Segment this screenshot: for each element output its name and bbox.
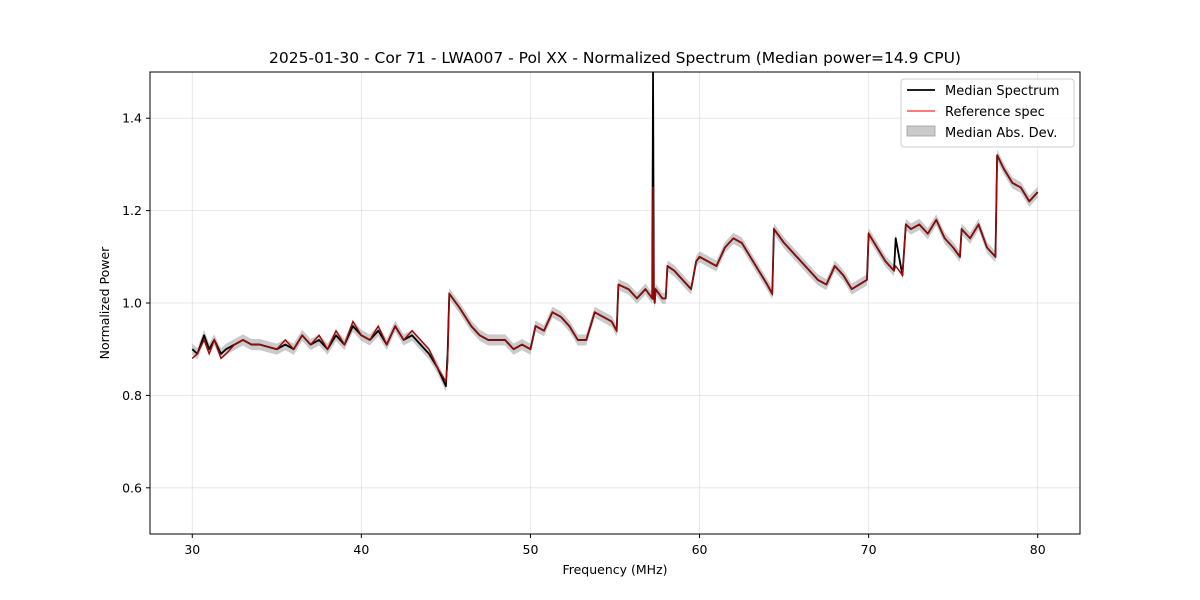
- y-tick-label: 0.8: [122, 388, 142, 403]
- x-axis: 30 40 50 60 70 80: [184, 534, 1046, 557]
- y-axis: 0.6 0.8 1.0 1.2 1.4: [122, 111, 150, 495]
- x-tick-label: 40: [353, 542, 369, 557]
- x-axis-label: Frequency (MHz): [562, 562, 667, 577]
- x-tick-label: 70: [861, 542, 877, 557]
- y-tick-label: 1.0: [122, 296, 142, 311]
- x-tick-label: 80: [1030, 542, 1046, 557]
- x-tick-label: 30: [184, 542, 200, 557]
- y-tick-label: 1.2: [122, 203, 142, 218]
- chart-title: 2025-01-30 - Cor 71 - LWA007 - Pol XX - …: [269, 49, 961, 67]
- legend-label-median: Median Spectrum: [945, 84, 1059, 99]
- legend-box: [900, 78, 1075, 148]
- legend-label-reference: Reference spec: [945, 105, 1045, 120]
- series-layer: [191, 72, 1039, 392]
- legend: Median Spectrum Reference spec Median Ab…: [900, 78, 1075, 148]
- x-tick-label: 50: [523, 542, 539, 557]
- x-tick-label: 60: [692, 542, 708, 557]
- legend-swatch-mad: [906, 125, 936, 137]
- legend-label-mad: Median Abs. Dev.: [945, 126, 1057, 141]
- y-axis-label: Normalized Power: [97, 246, 112, 360]
- y-tick-label: 1.4: [122, 111, 142, 126]
- overlap-line: [191, 154, 1039, 384]
- y-tick-label: 0.6: [122, 480, 142, 495]
- plot-area: [191, 72, 1039, 392]
